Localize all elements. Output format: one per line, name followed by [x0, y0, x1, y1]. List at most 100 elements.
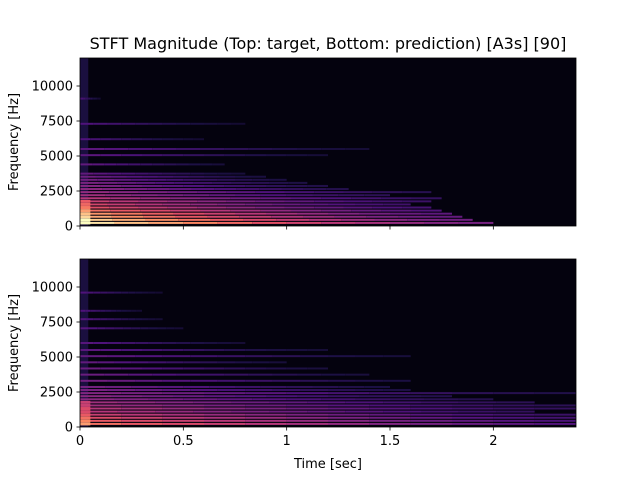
harmonic-prediction-16-seg-6 [183, 361, 201, 364]
harmonic-prediction-19-seg-4 [135, 342, 149, 344]
harmonic-target-3-seg-2 [142, 212, 173, 215]
harmonic-prediction-0-seg-1 [121, 422, 163, 425]
harmonic-target-4-seg-6 [260, 209, 291, 212]
harmonic-target-11-seg-8 [259, 188, 282, 191]
harmonic-target-18-seg-1 [100, 154, 122, 157]
harmonic-target-19-seg-11 [345, 148, 370, 150]
harmonic-prediction-17-seg-4 [190, 355, 218, 358]
harmonic-prediction-8-seg-4 [217, 398, 253, 401]
harmonic-target-17-seg-6 [152, 163, 165, 166]
harmonic-target-6-seg-0 [80, 203, 108, 206]
onset-peak-target-2 [80, 215, 91, 219]
harmonic-target-8-seg-8 [321, 197, 352, 200]
harmonic-target-15-seg-0 [80, 175, 96, 178]
harmonic-prediction-14-seg-8 [272, 373, 297, 376]
harmonic-prediction-5-seg-1 [121, 407, 163, 410]
harmonic-target-13-seg-8 [231, 181, 251, 184]
harmonic-prediction-12-seg-0 [80, 385, 106, 388]
harmonic-target-7-seg-1 [109, 200, 139, 203]
harmonic-prediction-2-seg-5 [286, 416, 328, 419]
harmonic-prediction-2-seg-10 [493, 416, 535, 419]
harmonic-prediction-13-seg-0 [80, 379, 108, 382]
harmonic-target-14-seg-8 [217, 178, 235, 181]
harmonic-prediction-18-seg-0 [80, 349, 101, 351]
harmonic-target-19-seg-6 [224, 148, 249, 150]
harmonic-target-5-seg-7 [284, 206, 315, 209]
harmonic-target-14-seg-10 [252, 178, 270, 181]
harmonic-prediction-5-seg-10 [493, 407, 535, 410]
harmonic-target-4-seg-9 [351, 209, 382, 212]
harmonic-target-21-seg-11 [231, 122, 246, 125]
harmonic-prediction-12-seg-4 [183, 385, 210, 388]
harmonic-target-1-seg-7 [309, 218, 342, 221]
harmonic-target-10-seg-9 [343, 191, 373, 194]
harmonic-target-4-seg-10 [381, 209, 412, 212]
harmonic-target-18-seg-10 [286, 154, 308, 157]
harmonic-target-3-seg-7 [297, 212, 328, 215]
harmonic-target-18-seg-0 [80, 154, 101, 157]
harmonic-target-16-seg-3 [121, 172, 136, 175]
xtick-label-prediction-1: 1 [283, 434, 291, 449]
harmonic-target-14-seg-4 [148, 178, 167, 181]
harmonic-target-10-seg-6 [255, 191, 285, 194]
harmonic-target-17-seg-0 [80, 163, 93, 166]
harmonic-target-21-seg-3 [121, 122, 136, 125]
harmonic-target-12-seg-3 [142, 184, 163, 187]
harmonic-prediction-18-seg-10 [286, 349, 308, 351]
harmonic-prediction-4-seg-5 [269, 410, 308, 413]
harmonic-prediction-6-seg-9 [452, 404, 494, 407]
harmonic-prediction-6-seg-6 [328, 404, 370, 407]
harmonic-target-2-seg-2 [143, 215, 176, 218]
harmonic-prediction-10-seg-7 [369, 392, 411, 395]
harmonic-prediction-11-seg-7 [272, 389, 301, 392]
harmonic-prediction-19-seg-0 [80, 342, 94, 344]
harmonic-prediction-15-seg-10 [286, 367, 308, 370]
harmonic-target-15-seg-8 [204, 175, 220, 178]
onset-peak-prediction-6 [80, 403, 91, 407]
harmonic-prediction-16-seg-4 [148, 361, 167, 364]
harmonic-prediction-13-seg-3 [162, 379, 191, 382]
harmonic-target-4-seg-3 [170, 209, 201, 212]
harmonic-prediction-15-seg-9 [266, 367, 287, 370]
harmonic-prediction-2-seg-6 [328, 416, 370, 419]
harmonic-target-0-seg-2 [148, 221, 184, 224]
harmonic-prediction-8-seg-9 [390, 398, 425, 401]
harmonic-target-16-seg-9 [204, 172, 218, 175]
harmonic-prediction-10-seg-11 [534, 392, 576, 395]
harmonic-target-19-seg-0 [80, 148, 105, 150]
harmonic-target-8-seg-9 [351, 197, 382, 200]
harmonic-prediction-13-seg-11 [383, 379, 411, 382]
harmonic-target-10-seg-2 [138, 191, 168, 194]
harmonic-prediction-20-seg-11 [174, 327, 184, 330]
harmonic-target-14-seg-2 [114, 178, 132, 181]
harmonic-target-10-seg-11 [402, 191, 432, 194]
harmonic-target-0-seg-7 [321, 221, 356, 224]
harmonic-prediction-15-seg-11 [307, 367, 328, 370]
harmonic-prediction-21-seg-5 [114, 318, 122, 321]
harmonic-target-11-seg-1 [102, 188, 125, 191]
ytick-label-prediction-2500: 2500 [40, 386, 73, 401]
harmonic-prediction-3-seg-2 [162, 413, 204, 416]
harmonic-target-13-seg-5 [174, 181, 194, 184]
harmonic-prediction-12-seg-2 [131, 385, 158, 388]
harmonic-target-8-seg-5 [230, 197, 261, 200]
harmonic-target-10-seg-10 [372, 191, 403, 194]
harmonic-prediction-6-seg-7 [369, 404, 411, 407]
onset-peak-target-0 [80, 221, 91, 225]
harmonic-target-9-seg-7 [260, 194, 287, 197]
harmonic-target-13-seg-0 [80, 181, 99, 184]
onset-peak-target-6 [80, 202, 91, 206]
harmonic-target-5-seg-9 [343, 206, 373, 209]
harmonic-target-8-seg-10 [381, 197, 412, 200]
harmonic-prediction-17-seg-5 [217, 355, 246, 358]
harmonic-prediction-22-seg-3 [95, 309, 101, 312]
harmonic-target-17-seg-3 [116, 163, 129, 166]
harmonic-prediction-4-seg-3 [193, 410, 232, 413]
harmonic-prediction-1-seg-9 [452, 419, 494, 422]
harmonic-target-6-seg-10 [355, 203, 384, 206]
harmonic-target-6-seg-3 [162, 203, 191, 206]
harmonic-prediction-9-seg-3 [173, 395, 204, 398]
harmonic-prediction-19-seg-5 [148, 342, 163, 344]
harmonic-target-16-seg-5 [148, 172, 163, 175]
